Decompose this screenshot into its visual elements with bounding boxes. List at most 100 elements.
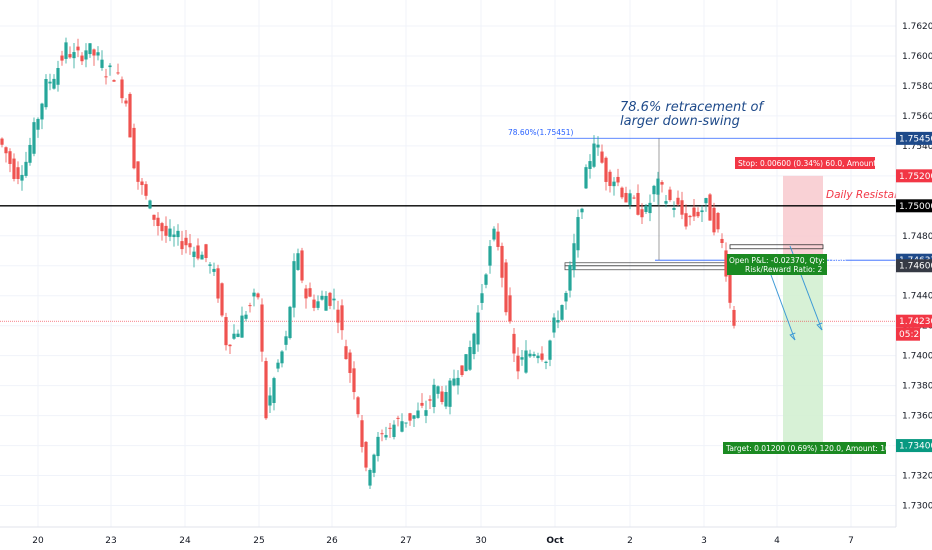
price-tick: 1.75600 xyxy=(902,112,932,122)
candle-body xyxy=(480,293,484,303)
time-tick: 27 xyxy=(400,536,411,546)
candle-body xyxy=(636,192,640,215)
candle-body xyxy=(276,362,280,369)
price-label-bg xyxy=(896,131,932,145)
candle-body xyxy=(216,268,220,299)
candle-body xyxy=(616,176,620,183)
candle-body xyxy=(568,265,572,291)
candle-body xyxy=(212,268,216,272)
candle-body xyxy=(532,354,536,357)
candle-body xyxy=(416,410,420,418)
candle-body xyxy=(732,309,736,326)
candle-body xyxy=(552,317,556,333)
candle-body xyxy=(556,320,560,323)
time-tick: 2 xyxy=(627,536,633,546)
candle-body xyxy=(124,100,128,104)
candle-body xyxy=(224,317,228,346)
candle-body xyxy=(584,167,588,189)
candle-body xyxy=(184,237,188,246)
candle-body xyxy=(196,245,200,259)
candle-body xyxy=(4,147,8,154)
candle-body xyxy=(248,305,252,307)
candle-body xyxy=(536,355,540,359)
price-label-bg xyxy=(896,439,932,453)
candle-body xyxy=(16,167,20,179)
candle-body xyxy=(688,215,692,218)
candle-body xyxy=(180,241,184,250)
candle-body xyxy=(652,185,656,195)
candle-body xyxy=(540,353,544,360)
candle-body xyxy=(148,200,152,209)
candle-body xyxy=(40,103,44,120)
candle-body xyxy=(672,207,676,210)
retracement-title: 78.6% retracement of xyxy=(620,100,765,115)
candle-body xyxy=(292,261,296,308)
candle-body xyxy=(280,351,284,364)
price-tick: 1.75800 xyxy=(902,82,932,92)
take-profit-zone[interactable] xyxy=(783,265,823,446)
candle-body xyxy=(356,397,360,415)
candle-body xyxy=(600,151,604,163)
candle-body xyxy=(392,424,396,438)
candle-body xyxy=(60,55,64,61)
candle-body xyxy=(668,189,672,201)
candle-body xyxy=(104,76,108,78)
open-pl-label: Open P&L: -0.02370, Qty: 1666 xyxy=(729,256,846,265)
candle-body xyxy=(8,151,12,164)
candle-body xyxy=(368,469,372,486)
candle-body xyxy=(708,194,712,221)
entry-box[interactable] xyxy=(729,244,824,250)
candle-body xyxy=(484,274,488,285)
candle-body xyxy=(516,355,520,372)
candle-body xyxy=(580,208,584,213)
price-label-bg xyxy=(896,199,932,213)
price-tick: 1.73800 xyxy=(902,382,932,392)
candle-body xyxy=(676,197,680,205)
candle-body xyxy=(32,122,36,154)
price-tick: 1.74400 xyxy=(902,292,932,302)
candle-body xyxy=(492,228,496,240)
candle-body xyxy=(36,118,40,130)
price-tick: 1.74800 xyxy=(902,232,932,242)
time-axis-ticks: 20 23 24 25 26 27 30 Oct 2 3 4 7 xyxy=(32,536,854,546)
price-label-bg xyxy=(896,169,932,183)
price-tick: 1.73600 xyxy=(902,412,932,422)
candle-body xyxy=(332,298,336,301)
candle-body xyxy=(272,378,276,403)
candle-body xyxy=(308,288,312,297)
retracement-subtitle: larger down-swing xyxy=(620,114,740,129)
time-tick: Oct xyxy=(546,536,564,546)
stop-loss-zone[interactable] xyxy=(783,175,823,266)
price-label-bg xyxy=(896,314,932,328)
candle-body xyxy=(256,293,260,298)
candle-body xyxy=(372,454,376,473)
time-tick: 25 xyxy=(253,536,264,546)
candle-body xyxy=(684,213,688,227)
candle-body xyxy=(716,212,720,230)
candle-body xyxy=(192,251,196,258)
candle-body xyxy=(200,254,204,260)
candle-body xyxy=(432,384,436,408)
price-tick: 1.75400 xyxy=(902,142,932,152)
candle-body xyxy=(564,292,568,302)
time-axis[interactable] xyxy=(0,527,896,550)
candle-body xyxy=(624,192,628,203)
candle-body xyxy=(100,59,104,68)
candle-body xyxy=(316,301,320,308)
grid xyxy=(0,0,896,527)
candle-body xyxy=(448,380,452,407)
candle-body xyxy=(144,184,148,196)
candle-body xyxy=(680,200,684,215)
candle-body xyxy=(328,292,332,306)
price-label-bg xyxy=(896,259,932,273)
candle-body xyxy=(464,354,468,372)
time-tick: 30 xyxy=(475,536,487,546)
candle-body xyxy=(420,402,424,406)
candle-body xyxy=(400,421,404,432)
candle-body xyxy=(96,52,100,56)
price-axis[interactable] xyxy=(896,0,932,550)
candle-body xyxy=(640,209,644,218)
candle-body xyxy=(48,81,52,84)
